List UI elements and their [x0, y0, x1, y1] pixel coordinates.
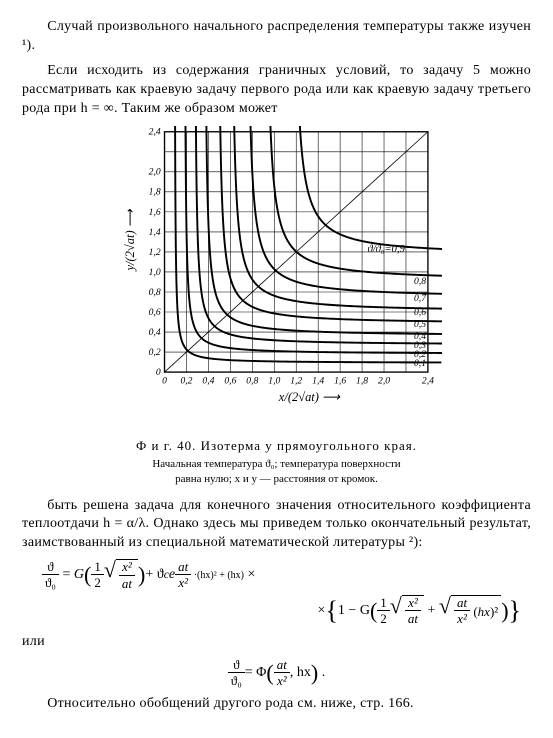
equation-3: ϑ ϑ₀ = Φ ( at x² , hx ) .	[22, 658, 531, 689]
eq1-exp-tail: ·(hx)² + (hx)	[194, 570, 244, 581]
svg-text:0,8: 0,8	[246, 376, 258, 387]
svg-text:0,6: 0,6	[413, 307, 425, 318]
svg-text:2,0: 2,0	[148, 167, 160, 178]
equation-1: ϑ ϑ₀ = G ( 1 2 √ x² at ) + ϑ c e at x² ·…	[22, 559, 531, 627]
svg-text:0: 0	[162, 376, 167, 387]
eq2-paren-close: )	[501, 600, 508, 622]
eq1-G: G	[74, 566, 84, 585]
svg-text:0,4: 0,4	[413, 331, 425, 342]
eq3-paren-open: (	[266, 662, 273, 684]
figure-subcaption-1: Начальная температура ϑ₀; температура по…	[152, 458, 400, 470]
eq2-sqrt1-den: at	[405, 611, 421, 627]
svg-text:1,4: 1,4	[148, 227, 160, 238]
eq1-sqrt1-num: x²	[119, 560, 135, 575]
svg-text:2,0: 2,0	[378, 376, 390, 387]
eq2-sqrt-1: √ x² at	[390, 595, 424, 627]
svg-text:2,4: 2,4	[148, 127, 160, 138]
svg-text:0,2: 0,2	[180, 376, 192, 387]
svg-text:1,8: 1,8	[356, 376, 368, 387]
eq2-half-n: 1	[377, 596, 390, 611]
svg-text:1,6: 1,6	[334, 376, 346, 387]
eq1-paren-close-1: )	[138, 564, 145, 586]
eq2-sqrt2-num: at	[454, 596, 470, 611]
eq2-plus: +	[424, 602, 439, 621]
eq2-sqrt1-num: x²	[405, 596, 421, 611]
eq2-brace-open: {	[325, 598, 337, 624]
eq1-exponent: at x² ·(hx)² + (hx)	[175, 560, 244, 591]
figure-subcaption-2: равна нулю; x и y — расстояния от кромок…	[175, 473, 378, 485]
eq1-equals: =	[59, 566, 74, 585]
svg-text:1,0: 1,0	[148, 267, 160, 278]
para-4: или	[22, 633, 531, 652]
eq3-num: ϑ	[228, 658, 245, 673]
para-3: быть решена задача для конечного значени…	[22, 497, 531, 554]
eq3-args: , hx	[290, 664, 311, 683]
svg-text:x/(2√at) ⟶: x/(2√at) ⟶	[277, 390, 340, 404]
svg-text:0: 0	[155, 367, 160, 378]
svg-text:1,4: 1,4	[312, 376, 324, 387]
eq1-times: ×	[244, 566, 255, 585]
svg-text:2,4: 2,4	[421, 376, 433, 387]
eq2-sqrt-2: √ at x² (hx)²	[439, 595, 501, 627]
eq1-lhs-frac: ϑ ϑ₀	[42, 560, 59, 591]
svg-text:0,2: 0,2	[148, 347, 160, 358]
svg-text:0,8: 0,8	[148, 287, 160, 298]
eq3-at: at	[274, 658, 290, 673]
para-2: Если исходить из содержания граничных ус…	[22, 62, 531, 119]
eq1-sqrt-1: √ x² at	[104, 559, 138, 591]
eq3-eq: = Φ	[245, 664, 267, 683]
eq1-half-frac: 1 2	[91, 560, 104, 591]
isotherm-chart: 0 0,2 0,4 0,6 0,8 1,0 1,2 1,4 1,6 1,8 2,0 2,4 0 0,2 0,…	[112, 126, 442, 424]
eq1-exp-num: at	[175, 560, 191, 575]
svg-text:1,8: 1,8	[148, 187, 160, 198]
para-5: Относительно обобщений другого рода см. …	[22, 695, 531, 714]
eq2-half-d: 2	[377, 611, 390, 627]
eq2-paren-open: (	[370, 600, 377, 622]
eq1-lhs-den: ϑ₀	[42, 575, 59, 591]
svg-text:0,8: 0,8	[413, 276, 425, 287]
para-1: Случай произвольного начального распреде…	[22, 18, 531, 56]
svg-text:ϑ/ϑ₀=0,9: ϑ/ϑ₀=0,9	[367, 245, 405, 256]
eq1-paren-open-1: (	[84, 564, 91, 586]
eq2-prefix: ×	[318, 602, 326, 621]
eq1-half-d: 2	[91, 575, 104, 591]
eq2-tail: (hx)²	[470, 603, 498, 621]
eq1-lhs-num: ϑ	[42, 560, 59, 575]
eq1-exp-den: x²	[175, 575, 191, 591]
svg-text:0,5: 0,5	[413, 319, 425, 330]
eq1-half-n: 1	[91, 560, 104, 575]
eq1-sqrt1-den: at	[119, 576, 135, 592]
svg-text:0,7: 0,7	[413, 293, 426, 304]
eq3-dot: .	[318, 664, 325, 683]
eq1-plus: + ϑ	[145, 566, 163, 585]
eq2-half-frac: 1 2	[377, 596, 390, 627]
figure-subcaption: Начальная температура ϑ₀; температура по…	[22, 457, 531, 487]
svg-text:0,4: 0,4	[148, 327, 160, 338]
svg-text:1,2: 1,2	[290, 376, 302, 387]
svg-text:1,0: 1,0	[268, 376, 280, 387]
svg-text:1,2: 1,2	[148, 247, 160, 258]
eq3-x2: x²	[274, 673, 290, 689]
svg-text:0,6: 0,6	[224, 376, 236, 387]
eq2-sqrt2-den: x²	[454, 611, 470, 627]
figure-caption: Ф и г. 40. Изотерма у прямоугольного кра…	[22, 437, 531, 455]
svg-text:0,4: 0,4	[202, 376, 214, 387]
figure-40: 0 0,2 0,4 0,6 0,8 1,0 1,2 1,4 1,6 1,8 2,0 2,4 0 0,2 0,…	[22, 126, 531, 431]
eq3-den: ϑ₀	[228, 673, 245, 689]
svg-text:y/(2√at) ⟶: y/(2√at) ⟶	[122, 209, 136, 273]
svg-text:0,6: 0,6	[148, 307, 160, 318]
eq3-paren-close: )	[311, 662, 318, 684]
eq3-frac: at x²	[274, 658, 290, 689]
svg-text:1,6: 1,6	[148, 207, 160, 218]
eq2-brace-close: }	[509, 598, 521, 624]
eq2-one: 1 − G	[338, 602, 370, 621]
eq3-lhs-frac: ϑ ϑ₀	[228, 658, 245, 689]
